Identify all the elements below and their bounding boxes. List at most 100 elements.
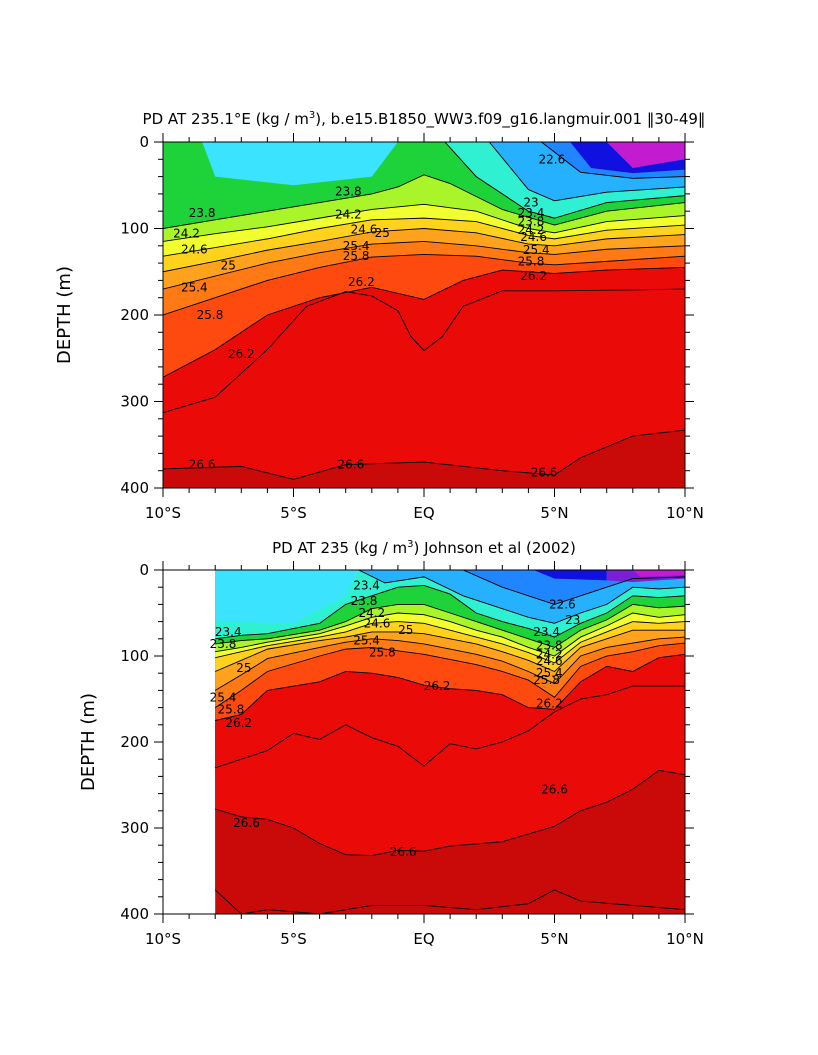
x-tick-label: EQ: [413, 930, 434, 948]
density-band: [632, 570, 685, 577]
panel-2: PD AT 235 (kg / m3) Johnson et al (2002)…: [78, 539, 704, 948]
isopycnal-line: [163, 228, 685, 273]
contour-label: 24.2: [173, 227, 200, 241]
y-tick-label: 200: [120, 733, 149, 751]
isopycnal-line: [163, 266, 685, 378]
x-tick-label: 5°S: [280, 930, 307, 948]
contour-label: 22.6: [549, 597, 576, 611]
contour-label: 25.8: [343, 249, 370, 263]
y-tick-label: 200: [120, 306, 149, 324]
x-tick-label: 10°N: [666, 504, 704, 522]
contour-label: 26.2: [536, 696, 563, 710]
panel-2-contour-field: 23.423.82525.425.826.226.623.423.824.224…: [210, 570, 685, 914]
contour-label: 26.6: [531, 465, 558, 479]
contour-label: 25.8: [197, 308, 224, 322]
contour-label: 26.6: [233, 816, 260, 830]
contour-label: 23.8: [536, 639, 563, 653]
contour-label: 23.8: [351, 594, 378, 608]
contour-label: 25.4: [343, 239, 370, 253]
contour-label: 26.6: [338, 458, 365, 472]
isopycnal-line: [488, 142, 685, 202]
contour-label: 23.4: [215, 625, 242, 639]
panel-2-y-axis-label: DEPTH (m): [78, 693, 99, 791]
contour-label: 23: [523, 196, 538, 210]
contour-label: 23.8: [210, 637, 237, 651]
isopycnal-line: [214, 642, 685, 708]
isopycnal-line: [163, 203, 685, 242]
contour-label: 25: [375, 226, 390, 240]
isopycnal-line: [163, 288, 685, 414]
x-tick-label: 10°N: [666, 930, 704, 948]
contour-label: 26.6: [189, 458, 216, 472]
contour-label: 25.8: [218, 702, 245, 716]
contour-label: 23.4: [353, 578, 380, 592]
isopycnal-line: [541, 142, 685, 179]
contour-label: 24.2: [335, 208, 362, 222]
y-tick-label: 400: [120, 479, 149, 497]
contour-label: 25.4: [210, 690, 237, 704]
isopycnal-line: [163, 174, 685, 229]
isopycnal-line: [215, 685, 685, 769]
contour-label: 24.6: [351, 222, 378, 236]
contour-label: 22.6: [539, 152, 566, 166]
density-band: [533, 570, 607, 581]
contour-label: 26.2: [424, 679, 451, 693]
contour-label: 23.8: [518, 215, 545, 229]
panel-2-axes: 10°S 5°S EQ 5°N 10°N 0 100 200 300 400: [120, 561, 704, 948]
panel-1: PD AT 235.1°E (kg / m3), b.e15.B1850_WW3…: [54, 110, 705, 522]
isopycnal-line: [358, 570, 685, 624]
contour-label: 26.6: [541, 782, 568, 796]
contour-label: 25.8: [533, 673, 560, 687]
contour-label: 25.8: [369, 646, 396, 660]
panel-1-contour-field: 23.824.224.62525.425.826.226.623.824.224…: [163, 142, 685, 488]
isopycnal-line: [163, 253, 685, 316]
isopycnal-line: [215, 629, 685, 673]
isopycnal-line: [215, 585, 685, 640]
panel-1-title: PD AT 235.1°E (kg / m3), b.e15.B1850_WW3…: [143, 110, 706, 129]
y-tick-label: 400: [120, 905, 149, 923]
density-band: [606, 142, 685, 168]
contour-label: 23.8: [335, 184, 362, 198]
contour-label: 25.4: [536, 666, 563, 680]
density-band: [202, 142, 398, 186]
isopycnal-line: [215, 621, 685, 664]
contour-label: 24.6: [536, 654, 563, 668]
y-tick-label: 300: [120, 819, 149, 837]
contour-label: 25.4: [523, 243, 550, 257]
contour-label: 26.2: [225, 716, 252, 730]
panel-1-axes: 10°S 5°S EQ 5°N 10°N 0 100 200 300 400: [120, 133, 704, 522]
contour-label: 26.2: [348, 275, 375, 289]
contour-label: 23.4: [533, 625, 560, 639]
contour-label: 25: [398, 623, 413, 637]
isopycnal-line: [214, 889, 685, 914]
y-tick-label: 100: [120, 220, 149, 238]
isopycnal-line: [215, 612, 685, 657]
contour-label: 26.2: [228, 347, 255, 361]
contour-label: 23.4: [518, 206, 545, 220]
isopycnal-line: [214, 636, 685, 691]
contour-label: 24.2: [518, 223, 545, 237]
y-tick-label: 0: [139, 133, 149, 151]
contour-label: 24.2: [358, 606, 385, 620]
x-tick-label: EQ: [413, 504, 434, 522]
contour-label: 25: [236, 661, 251, 675]
panel-2-title: PD AT 235 (kg / m3) Johnson et al (2002): [272, 539, 576, 557]
contour-label: 26.2: [520, 269, 547, 283]
isopycnal-line: [163, 429, 685, 480]
isopycnal-line: [444, 142, 685, 219]
contour-label: 26.6: [390, 845, 417, 859]
density-band: [215, 570, 359, 624]
contour-label: 25.8: [518, 254, 545, 268]
contour-label: 24.6: [181, 242, 208, 256]
isopycnal-line: [462, 570, 685, 605]
contour-label: 25.4: [353, 634, 380, 648]
isopycnal-line: [215, 603, 685, 648]
contour-label: 24.6: [520, 230, 547, 244]
contour-label: 25.4: [181, 280, 208, 294]
panel-1-y-axis-label: DEPTH (m): [54, 266, 75, 364]
density-band: [570, 142, 685, 174]
contour-label: 24.2: [536, 647, 563, 661]
isopycnal-line: [163, 217, 685, 257]
isopycnal-line: [215, 653, 685, 721]
